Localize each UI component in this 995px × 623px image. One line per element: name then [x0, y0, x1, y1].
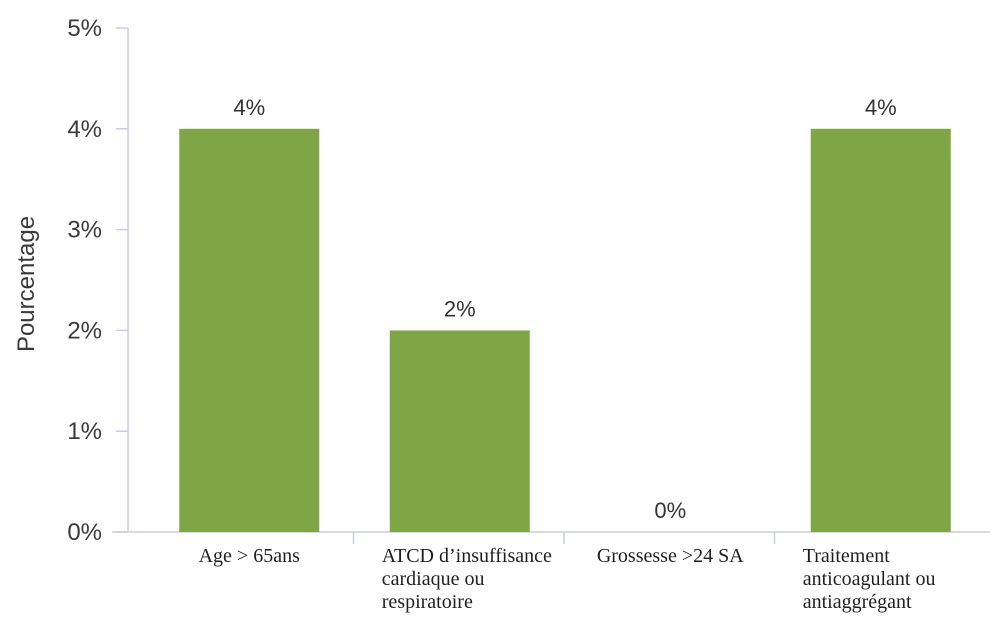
x-category-label-line: Traitement — [803, 545, 890, 567]
x-category-label-line: Age > 65ans — [199, 545, 300, 567]
bar-value-label: 4% — [233, 95, 265, 120]
y-axis-title: Pourcentage — [13, 216, 40, 352]
x-category-label: ATCD d’insuffisance cardiaque ou respirato… — [382, 545, 552, 613]
x-category-label-line: anticoagulant ou — [803, 568, 936, 590]
bar-value-label: 0% — [654, 498, 686, 523]
y-tick-label: 0% — [67, 519, 102, 546]
x-category-label-line: ATCD d’insuffisance — [382, 545, 552, 567]
axes-group: 0% 1% 2% 3% 4% 5% Pourcentage — [13, 15, 990, 546]
bar-value-label: 2% — [444, 296, 476, 321]
x-category-label: Traitement anticoagulant ou antiaggrégant — [803, 545, 936, 613]
y-tick-label: 5% — [67, 15, 102, 42]
bar — [179, 128, 320, 533]
bar — [810, 128, 951, 533]
x-category-label-line: cardiaque ou — [382, 568, 485, 590]
x-category-label: Age > 65ans — [199, 545, 300, 567]
x-category-label: Grossesse >24 SA — [597, 545, 744, 567]
y-tick-label: 2% — [67, 317, 102, 344]
labels-group: 4% Age > 65ans 2% ATCD d’insuffisance cardia… — [199, 95, 936, 613]
bars-group — [179, 128, 951, 533]
y-tick-label: 3% — [67, 217, 102, 244]
bar-value-label: 4% — [865, 95, 897, 120]
y-tick-label: 1% — [67, 418, 102, 445]
x-category-label-line: antiaggrégant — [803, 591, 912, 613]
x-category-label-line: Grossesse >24 SA — [597, 545, 744, 567]
y-tick-label: 4% — [67, 116, 102, 143]
x-category-label-line: respiratoire — [382, 591, 473, 613]
bar — [389, 330, 530, 532]
